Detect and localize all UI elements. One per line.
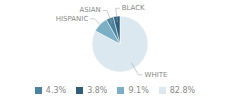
- svg-text:HISPANIC: HISPANIC: [56, 15, 89, 23]
- html-text:82.8%: 82.8%: [169, 86, 196, 95]
- html-text:3.8%: 3.8%: [87, 86, 108, 95]
- svg-text:WHITE: WHITE: [145, 71, 168, 79]
- html-text:9.1%: 9.1%: [128, 86, 149, 95]
- svg-text:ASIAN: ASIAN: [80, 6, 101, 14]
- html-text:4.3%: 4.3%: [45, 86, 67, 95]
- svg-text:BLACK: BLACK: [122, 4, 145, 12]
